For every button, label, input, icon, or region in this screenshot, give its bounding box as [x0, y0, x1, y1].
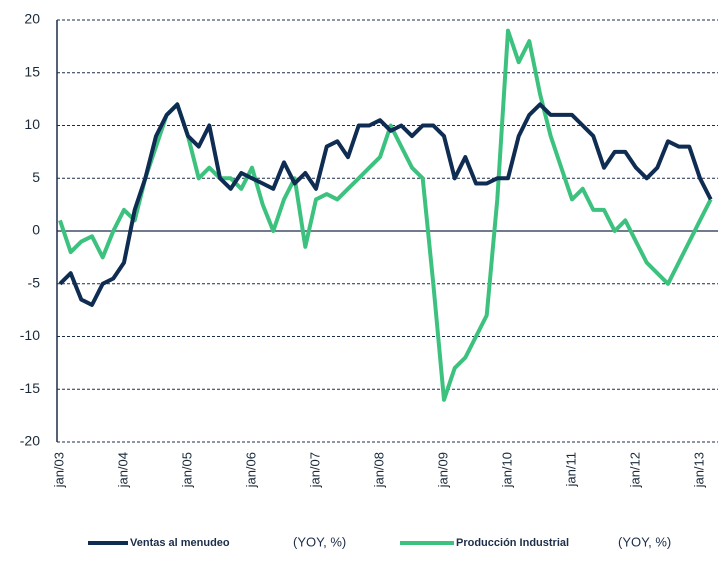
series-line — [58, 28, 713, 402]
x-tick-label: jan/11 — [563, 452, 578, 487]
y-tick-label: -15 — [20, 380, 40, 396]
x-tick-label: jan/12 — [627, 452, 642, 488]
y-tick-label: 20 — [24, 11, 40, 27]
x-tick-label: jan/13 — [691, 452, 706, 488]
x-tick-label: jan/10 — [499, 452, 514, 488]
x-tick-label: jan/03 — [51, 452, 66, 488]
x-tick-label: jan/06 — [243, 452, 258, 488]
legend-unit: (YOY, %) — [293, 534, 346, 549]
y-tick-label: 5 — [32, 169, 40, 185]
legend-label: Producción Industrial — [456, 537, 569, 549]
y-tick-label: 15 — [24, 63, 40, 79]
y-tick-label: -5 — [28, 274, 41, 290]
x-tick-label: jan/05 — [179, 452, 194, 488]
legend-unit: (YOY, %) — [618, 534, 671, 549]
x-tick-label: jan/07 — [307, 452, 322, 488]
y-tick-label: -10 — [20, 327, 40, 343]
x-tick-label: jan/09 — [435, 452, 450, 488]
y-tick-label: 10 — [24, 116, 40, 132]
x-tick-label: jan/08 — [371, 452, 386, 488]
y-tick-label: 0 — [32, 222, 40, 238]
x-tick-label: jan/04 — [115, 452, 130, 488]
series-line — [58, 102, 713, 307]
y-tick-label: -20 — [20, 433, 40, 449]
legend-label: Ventas al menudeo — [130, 537, 230, 549]
